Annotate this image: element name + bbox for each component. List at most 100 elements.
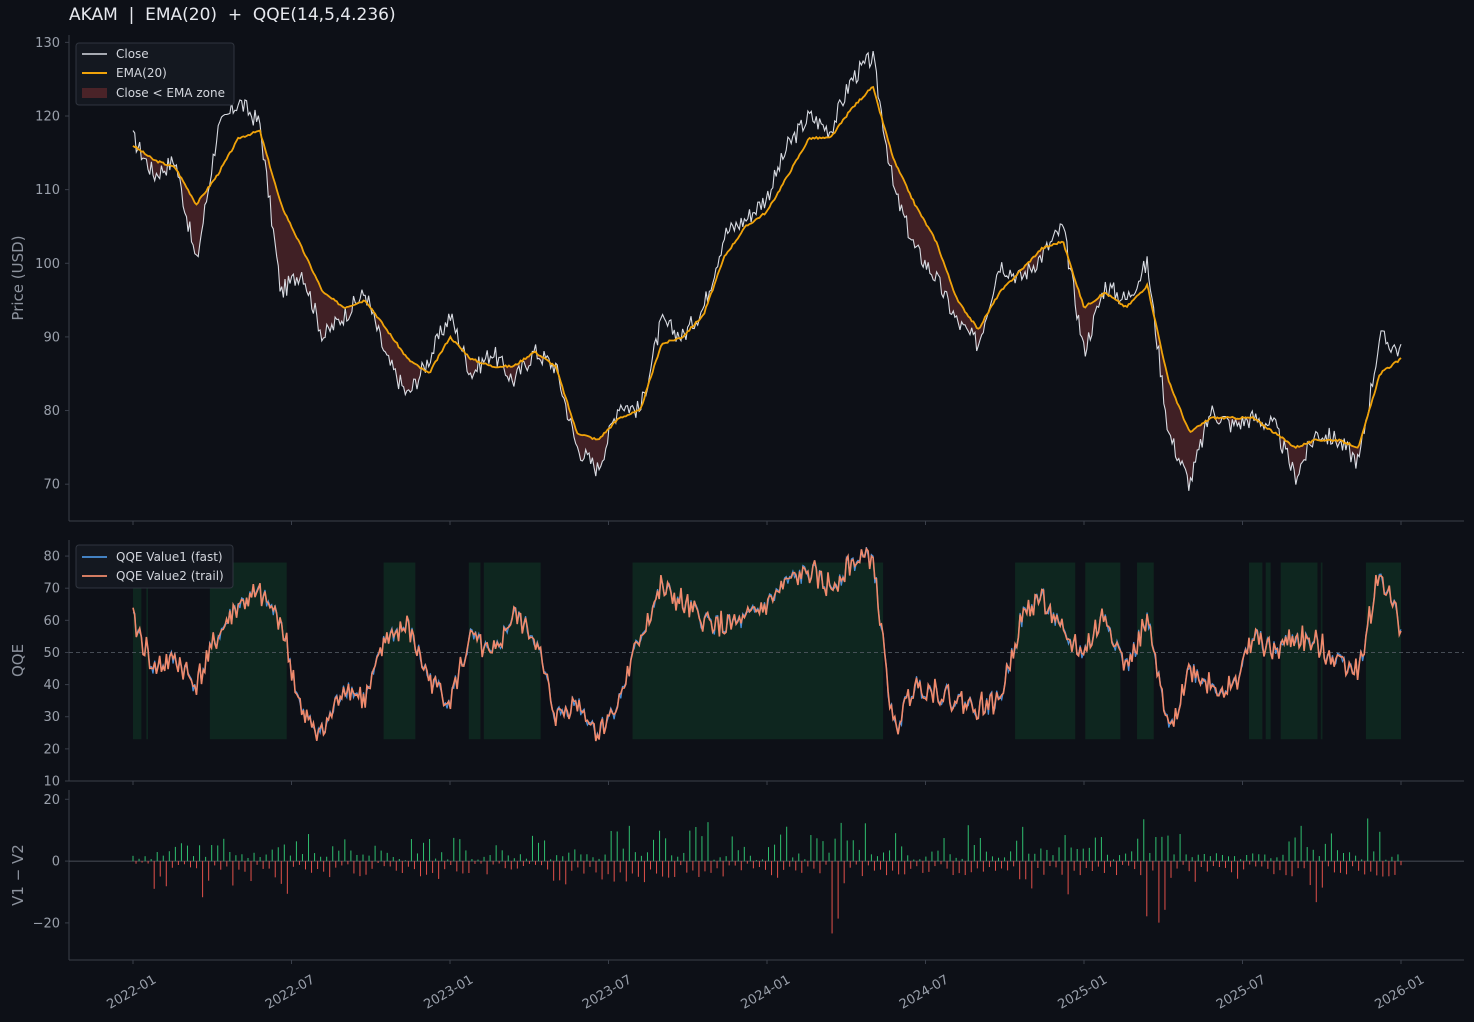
histogram-bar	[1285, 861, 1287, 876]
histogram-bar	[538, 842, 540, 862]
histogram-bar	[1388, 861, 1390, 877]
histogram-bar	[1215, 853, 1217, 862]
bullish-band	[1280, 562, 1318, 740]
bullish-band	[483, 562, 541, 740]
histogram-bar	[226, 861, 228, 867]
y-tick-label: 30	[43, 710, 60, 725]
histogram-bar	[374, 845, 376, 862]
y-tick-label: 40	[43, 678, 60, 693]
histogram-bar	[807, 861, 809, 867]
histogram-bar	[229, 851, 231, 862]
histogram-bar	[301, 854, 303, 862]
histogram-bar	[1164, 861, 1166, 910]
histogram-bar	[462, 861, 464, 874]
histogram-bar	[559, 861, 561, 881]
histogram-bar	[701, 836, 703, 862]
histogram-bar	[991, 856, 993, 862]
histogram-bar	[653, 839, 655, 862]
histogram-bar	[492, 861, 494, 865]
histogram-bar	[1070, 847, 1072, 862]
histogram-bar	[386, 852, 388, 862]
histogram-bar	[504, 861, 506, 869]
histogram-bar	[901, 846, 903, 862]
histogram-bar	[1022, 826, 1024, 862]
histogram-bar	[298, 861, 300, 865]
histogram-bar	[1258, 854, 1260, 862]
histogram-bar	[656, 861, 658, 874]
histogram-bar	[1252, 853, 1254, 862]
histogram-bar	[810, 835, 812, 862]
histogram-bar	[1282, 854, 1284, 862]
histogram-bar	[553, 861, 555, 881]
legend-label-close: Close	[116, 47, 149, 61]
histogram-bar	[1028, 853, 1030, 862]
histogram-bar	[295, 841, 297, 862]
histogram-bar	[873, 861, 875, 871]
y-tick-label: 10	[43, 775, 60, 790]
histogram-bar	[789, 861, 791, 867]
histogram-bar	[217, 845, 219, 862]
histogram-bar	[186, 845, 188, 862]
close-series-line	[132, 51, 1402, 491]
histogram-bar	[1234, 856, 1236, 862]
histogram-bar	[976, 861, 978, 869]
qqe-trail-line	[132, 546, 1402, 742]
histogram-bar	[183, 861, 185, 865]
histogram-bar	[637, 861, 639, 877]
histogram-bar	[861, 861, 863, 877]
histogram-bar	[777, 861, 779, 878]
histogram-bar	[1385, 859, 1387, 862]
histogram-bar	[556, 855, 558, 862]
histogram-bar	[946, 861, 948, 869]
histogram-bar	[680, 861, 682, 866]
histogram-bar	[668, 861, 670, 878]
histogram-bar	[356, 854, 358, 862]
histogram-bar	[1013, 861, 1015, 867]
histogram-bar	[132, 855, 134, 862]
histogram-bar	[1373, 851, 1375, 862]
histogram-bar	[943, 838, 945, 862]
histogram-bar	[444, 861, 446, 870]
histogram-bar	[886, 861, 888, 876]
histogram-bar	[407, 861, 409, 867]
histogram-bar	[1361, 859, 1363, 862]
legend-label-trail: QQE Value2 (trail)	[116, 569, 224, 583]
histogram-bar	[710, 861, 712, 873]
histogram-bar	[314, 853, 316, 862]
histogram-bar	[1264, 854, 1266, 862]
histogram-bar	[928, 861, 930, 872]
histogram-bar	[719, 857, 721, 862]
histogram-bar	[350, 850, 352, 862]
histogram-bar	[601, 861, 603, 880]
histogram-bar	[320, 856, 322, 862]
histogram-bar	[1143, 819, 1145, 862]
histogram-bar	[329, 861, 331, 878]
price-panel: 70 80 90 100 110 120 130 Price (USD) Close EMA(20…	[9, 35, 1464, 522]
histogram-bar	[619, 861, 621, 873]
histogram-bar	[459, 839, 461, 862]
histogram-bar	[165, 861, 167, 887]
histogram-bar	[892, 861, 894, 871]
histogram-bar	[1052, 855, 1054, 862]
histogram-bar	[1300, 825, 1302, 862]
histogram-bar	[317, 861, 319, 869]
histogram-bar	[465, 850, 467, 862]
y-tick-label: 110	[35, 183, 60, 198]
histogram-bar	[174, 846, 176, 862]
histogram-bar	[825, 861, 827, 865]
histogram-bar	[1185, 854, 1187, 862]
histogram-bar	[1010, 851, 1012, 862]
histogram-bar	[1158, 861, 1160, 923]
histogram-bar	[1094, 837, 1096, 862]
histogram-bar	[404, 860, 406, 862]
histogram-bar	[1303, 861, 1305, 869]
histogram-bar	[277, 847, 279, 862]
histogram-bar	[438, 861, 440, 879]
histogram-bar	[395, 861, 397, 871]
histogram-bar	[159, 861, 161, 877]
histogram-bar	[961, 858, 963, 862]
histogram-bar	[1270, 858, 1272, 862]
histogram-bar	[1016, 840, 1018, 862]
histogram-bar	[919, 859, 921, 862]
histogram-bar	[616, 831, 618, 862]
